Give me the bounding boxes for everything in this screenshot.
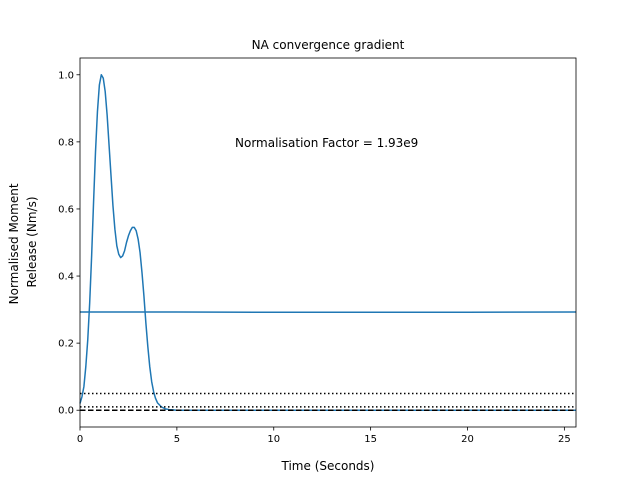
x-tick-label: 20 <box>461 434 474 445</box>
x-tick-label: 25 <box>558 434 571 445</box>
y-tick-label: 0.0 <box>58 406 74 417</box>
annotation-layer: Normalisation Factor = 1.93e9 <box>235 136 418 150</box>
y-axis-ticks: 0.0 0.2 0.4 0.6 0.8 1.0 <box>58 70 80 417</box>
plot-area-frame <box>79 57 577 428</box>
y-axis-label-line-2: Release (Nm/s) <box>25 196 39 287</box>
annotation-text: Normalisation Factor = 1.93e9 <box>235 136 418 150</box>
x-tick-label: 5 <box>174 434 180 445</box>
chart-title: NA convergence gradient <box>252 38 405 52</box>
y-tick-label: 1.0 <box>58 70 74 81</box>
y-axis-label: Normalised Moment Release (Nm/s) <box>7 180 39 305</box>
y-axis-label-line-1: Normalised Moment <box>7 183 21 304</box>
x-tick-label: 10 <box>267 434 280 445</box>
x-axis-label: Time (Seconds) <box>281 459 375 473</box>
y-tick-label: 0.4 <box>58 272 74 283</box>
y-tick-label: 0.2 <box>58 339 74 350</box>
x-tick-label: 15 <box>364 434 377 445</box>
series-layer <box>79 74 577 411</box>
y-tick-label: 0.8 <box>58 137 74 148</box>
x-axis-ticks: 0 5 10 15 20 25 <box>77 427 571 445</box>
y-tick-label: 0.6 <box>58 204 74 215</box>
x-tick-label: 0 <box>77 434 83 445</box>
